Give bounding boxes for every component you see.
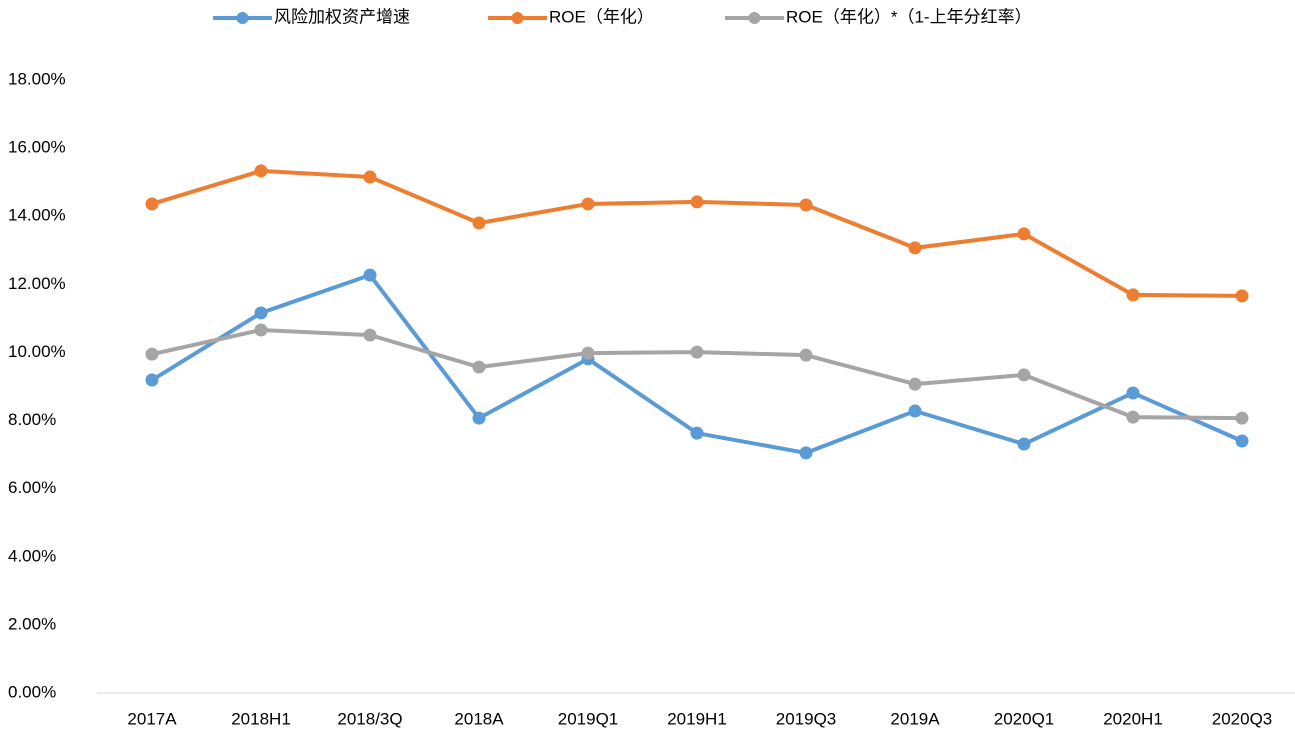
series-line [150,273,1243,455]
data-point [1126,386,1140,400]
series-line [151,168,1243,298]
series-line [151,327,1243,421]
x-tick-label: 2017A [127,709,177,728]
data-point [363,268,377,282]
x-tick-label: 2019Q3 [776,709,837,728]
legend-label: 风险加权资产增速 [274,7,410,26]
data-point [145,347,159,361]
data-point [908,241,922,255]
data-point [254,164,268,178]
data-point [908,377,922,391]
data-point [581,346,595,360]
data-point [690,345,704,359]
data-point [581,197,595,211]
x-tick-label: 2019A [890,709,940,728]
y-tick-label: 2.00% [8,614,56,633]
x-tick-label: 2020H1 [1103,709,1163,728]
y-tick-label: 12.00% [8,274,66,293]
y-tick-label: 10.00% [8,342,66,361]
data-point [799,348,813,362]
data-point [145,373,159,387]
y-tick-label: 4.00% [8,546,56,565]
x-tick-label: 2020Q3 [1212,709,1273,728]
data-point [1017,368,1031,382]
data-point [1017,227,1031,241]
data-point [472,411,486,425]
data-point [690,426,704,440]
data-point [1235,289,1249,303]
data-point [363,328,377,342]
data-point [1235,434,1249,448]
x-tick-label: 2020Q1 [994,709,1055,728]
legend-marker [511,12,524,24]
y-tick-label: 8.00% [8,410,56,429]
x-tick-label: 2018H1 [231,709,291,728]
x-tick-label: 2018A [454,709,504,728]
data-point [690,195,704,209]
x-tick-label: 2019H1 [667,709,727,728]
data-point [1017,437,1031,451]
y-tick-label: 14.00% [8,206,66,225]
data-point [254,306,268,320]
y-tick-label: 6.00% [8,478,56,497]
data-point [363,170,377,184]
data-point [1126,410,1140,424]
data-point [145,197,159,211]
data-point [254,323,268,337]
data-point [1235,411,1249,425]
data-point [799,446,813,460]
data-point [472,216,486,230]
data-point [799,198,813,212]
x-tick-label: 2018/3Q [337,709,402,728]
data-point [472,360,486,374]
y-tick-label: 0.00% [8,682,56,701]
legend-marker [748,12,761,24]
legend-marker [236,12,249,24]
data-point [1126,288,1140,302]
y-tick-label: 16.00% [8,138,66,157]
legend-label: ROE（年化） [549,7,654,26]
y-tick-label: 18.00% [8,69,66,88]
data-point [908,404,922,418]
x-tick-label: 2019Q1 [558,709,619,728]
legend-label: ROE（年化）*（1-上年分红率） [786,7,1032,26]
